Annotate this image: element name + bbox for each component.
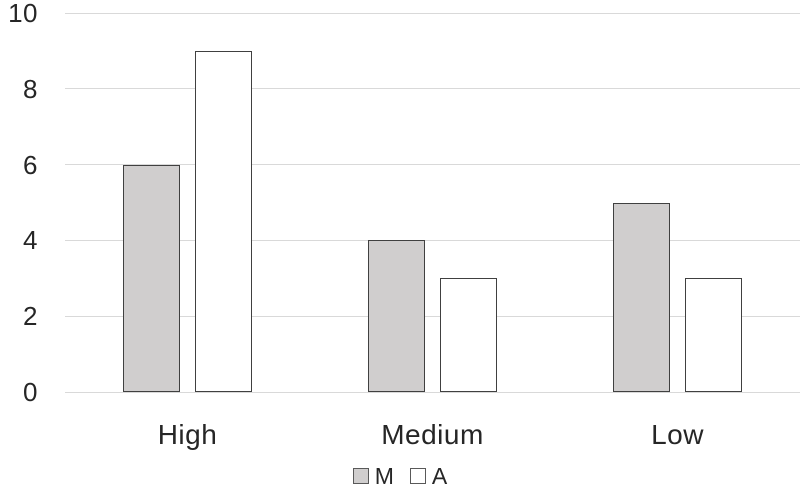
bar-m-low [613, 202, 670, 392]
x-category-label: Medium [381, 419, 484, 450]
gridline [65, 391, 800, 393]
legend-label: A [431, 463, 448, 489]
gridline [65, 164, 800, 166]
legend-label: M [374, 463, 394, 489]
x-category-label: Low [651, 419, 704, 450]
bar-m-high [123, 164, 180, 392]
y-tick-label: 0 [23, 377, 38, 407]
bar-m-medium [368, 240, 425, 392]
legend-swatch-m [352, 468, 369, 484]
bar-a-high [195, 50, 252, 392]
y-tick-label: 6 [23, 149, 38, 180]
gridline [65, 239, 800, 241]
bar-a-low [685, 278, 742, 392]
y-tick-label: 8 [23, 73, 38, 104]
gridline [65, 12, 800, 14]
bar-a-medium [440, 278, 497, 392]
y-tick-label: 2 [23, 301, 38, 332]
x-category-label: High [157, 419, 218, 450]
gridline [65, 88, 800, 90]
legend-swatch-a [409, 468, 426, 484]
legend-item-a: A [409, 463, 448, 489]
legend-item-m: M [352, 463, 394, 489]
gridline [65, 315, 800, 317]
y-tick-label: 4 [23, 225, 38, 256]
y-tick-label: 10 [8, 0, 38, 28]
